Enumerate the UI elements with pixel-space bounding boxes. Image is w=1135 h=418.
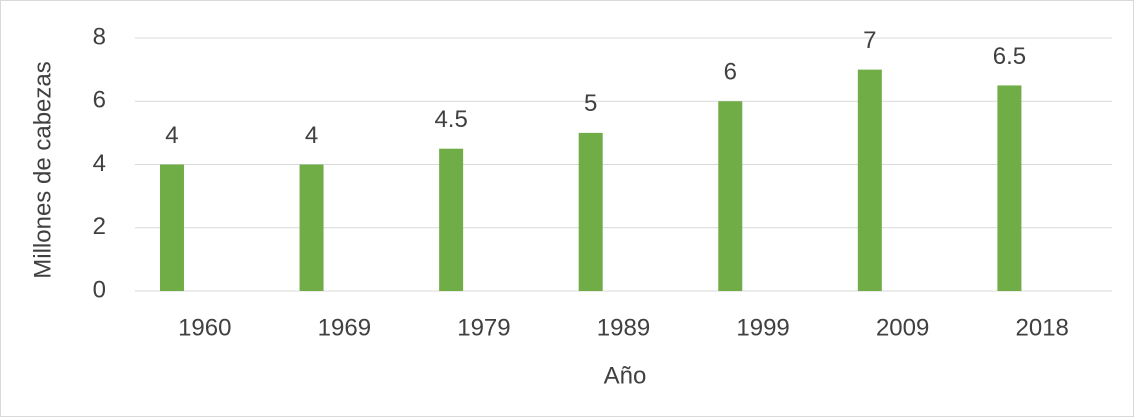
bar [578, 132, 603, 291]
y-tick-label: 0 [93, 276, 106, 303]
data-label: 6 [724, 59, 737, 86]
y-axis-label: Millones de cabezas [29, 61, 56, 278]
bar [857, 69, 882, 291]
y-tick-label: 4 [93, 150, 106, 177]
bar [439, 148, 464, 291]
bar [718, 101, 743, 291]
bar [299, 164, 324, 291]
data-label: 4.5 [434, 106, 467, 133]
data-label: 5 [584, 90, 597, 117]
y-tick-label: 8 [93, 23, 106, 50]
y-tick-label: 2 [93, 213, 106, 240]
data-label: 4 [305, 122, 318, 149]
data-label: 4 [165, 122, 178, 149]
x-tick-label: 1989 [597, 314, 650, 341]
x-tick-label: 1960 [178, 314, 231, 341]
x-tick-label: 2009 [876, 314, 929, 341]
bar [159, 164, 184, 291]
data-label: 6.5 [993, 43, 1026, 70]
x-tick-label: 1979 [457, 314, 510, 341]
x-axis-label: Año [604, 362, 647, 389]
bar [997, 85, 1022, 291]
data-label: 7 [863, 27, 876, 54]
x-tick-label: 1999 [736, 314, 789, 341]
x-tick-label: 1969 [318, 314, 371, 341]
x-tick-label: 2018 [1016, 314, 1069, 341]
y-tick-label: 6 [93, 87, 106, 114]
